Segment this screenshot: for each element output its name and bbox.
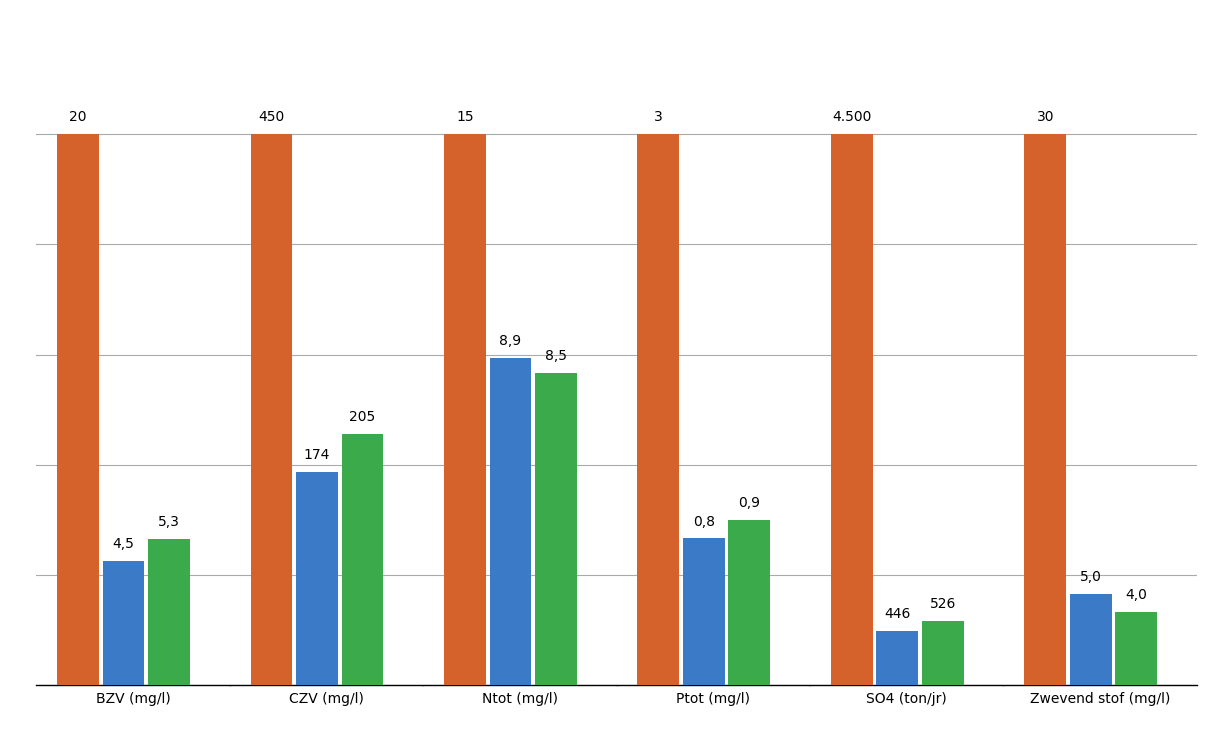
Bar (877, 631, 918, 685)
Bar (149, 539, 190, 685)
Text: 5,3: 5,3 (158, 515, 180, 529)
X-axis label: BZV (mg/l): BZV (mg/l) (96, 692, 170, 706)
Bar (444, 134, 486, 685)
Text: 3: 3 (654, 111, 663, 125)
Bar (1116, 612, 1157, 685)
Bar (922, 621, 964, 685)
Bar (1024, 134, 1066, 685)
Text: 8,5: 8,5 (545, 349, 567, 363)
Bar (729, 520, 770, 685)
Text: 4,5: 4,5 (112, 537, 134, 551)
Text: 4.500: 4.500 (832, 111, 872, 125)
Text: 4,0: 4,0 (1126, 588, 1147, 602)
Bar (57, 134, 99, 685)
Text: 174: 174 (303, 448, 330, 462)
Text: 0,8: 0,8 (693, 514, 715, 528)
X-axis label: SO4 (ton/jr): SO4 (ton/jr) (867, 692, 947, 706)
X-axis label: CZV (mg/l): CZV (mg/l) (289, 692, 364, 706)
Text: 5,0: 5,0 (1080, 570, 1101, 584)
Text: 205: 205 (349, 411, 376, 425)
Text: 20: 20 (69, 111, 87, 125)
Bar (831, 134, 873, 685)
Bar (342, 434, 383, 685)
Text: 15: 15 (456, 111, 474, 125)
Bar (1070, 593, 1111, 685)
Bar (637, 134, 679, 685)
Bar (536, 373, 577, 685)
Bar (490, 358, 531, 685)
Bar (683, 539, 724, 685)
Text: 526: 526 (930, 597, 956, 611)
Text: 446: 446 (884, 607, 910, 621)
Bar (103, 562, 144, 685)
Text: 8,9: 8,9 (499, 335, 521, 349)
Text: 0,9: 0,9 (739, 496, 760, 510)
X-axis label: Zwevend stof (mg/l): Zwevend stof (mg/l) (1030, 692, 1170, 706)
Bar (250, 134, 293, 685)
Text: 30: 30 (1036, 111, 1054, 125)
Bar (296, 472, 337, 685)
Text: 450: 450 (259, 111, 284, 125)
X-axis label: Ptot (mg/l): Ptot (mg/l) (676, 692, 751, 706)
X-axis label: Ntot (mg/l): Ntot (mg/l) (482, 692, 557, 706)
